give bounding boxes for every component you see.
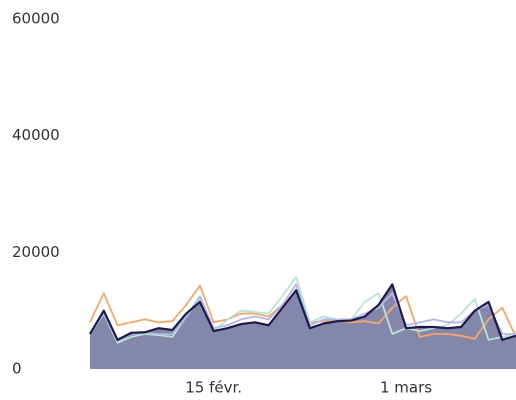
line bbox=[89, 283, 516, 342]
line bbox=[89, 275, 516, 344]
x-tick-label: 1 mars bbox=[380, 379, 432, 397]
y-tick-label: 0 bbox=[12, 360, 22, 378]
x-tick-label: 15 févr. bbox=[185, 379, 242, 397]
line bbox=[89, 283, 516, 341]
y-tick-label: 40000 bbox=[12, 126, 60, 144]
y-tick-label: 20000 bbox=[12, 243, 60, 261]
y-tick-label: 60000 bbox=[12, 10, 60, 28]
